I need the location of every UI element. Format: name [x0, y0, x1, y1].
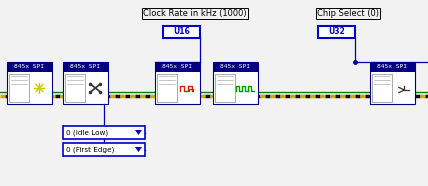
Text: 845x SPI: 845x SPI: [71, 65, 101, 70]
Text: Chip Select (0): Chip Select (0): [317, 9, 379, 18]
Bar: [7, 62, 52, 72]
Text: Clock Rate in kHz (1000): Clock Rate in kHz (1000): [143, 9, 247, 18]
Text: 845x SPI: 845x SPI: [163, 65, 193, 70]
Bar: [63, 62, 108, 104]
Bar: [370, 62, 415, 104]
Text: 845x SPI: 845x SPI: [220, 65, 250, 70]
Bar: [7, 62, 52, 104]
Text: 845x SPI: 845x SPI: [15, 65, 45, 70]
Bar: [163, 26, 200, 38]
Polygon shape: [135, 130, 142, 135]
Bar: [63, 62, 108, 72]
Text: 845x SPI: 845x SPI: [377, 65, 407, 70]
Bar: [63, 126, 145, 139]
Bar: [213, 62, 258, 72]
Bar: [63, 143, 145, 156]
Bar: [65, 74, 85, 102]
Text: U32: U32: [328, 28, 345, 36]
Bar: [215, 74, 235, 102]
Bar: [370, 62, 415, 72]
Text: U16: U16: [173, 28, 190, 36]
Bar: [155, 62, 200, 104]
Text: 0 (First Edge): 0 (First Edge): [66, 146, 114, 153]
Bar: [157, 74, 177, 102]
Text: 0 (Idle Low): 0 (Idle Low): [66, 129, 108, 136]
Bar: [155, 62, 200, 72]
Bar: [213, 62, 258, 104]
Text: Clock Rate in kHz (1000): Clock Rate in kHz (1000): [143, 9, 247, 18]
Bar: [318, 26, 355, 38]
Bar: [372, 74, 392, 102]
Polygon shape: [135, 147, 142, 152]
Bar: [9, 74, 29, 102]
